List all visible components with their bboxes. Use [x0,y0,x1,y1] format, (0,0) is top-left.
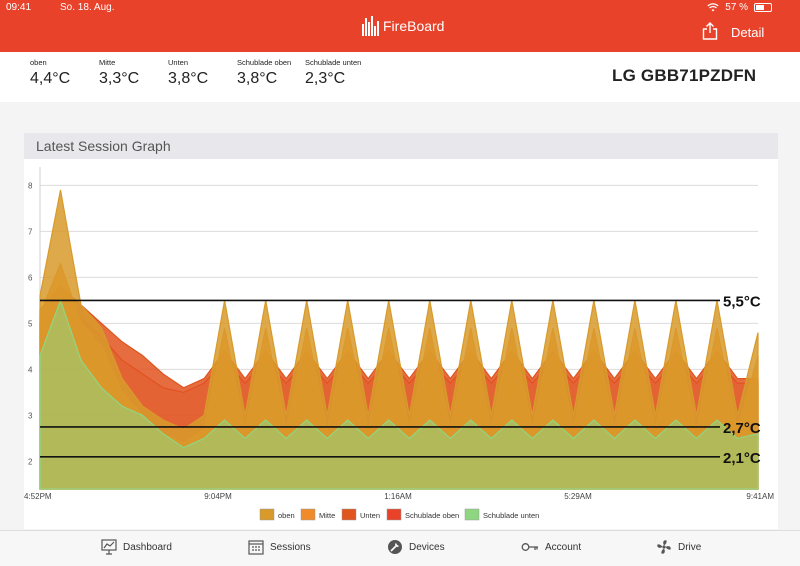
reference-label: 5,5°C [723,293,761,310]
legend-swatch [259,508,275,521]
tab-label: Dashboard [123,541,172,553]
probe-reading: Schublade oben 3,8°C [237,58,301,88]
status-indicators: 57 % [707,2,772,13]
tab-label: Drive [678,541,702,553]
session-graph: 2 3 4 5 6 7 8 5,5°C 2,7°C 2,1°C 4:52PM 9:04PM 1:16AM… [24,159,778,529]
tab-label: Sessions [270,541,311,553]
legend-label: Schublade oben [405,511,459,520]
graph-section-title: Latest Session Graph [24,133,778,159]
tab-devices[interactable]: Devices [387,539,445,555]
y-tick-label: 7 [28,227,33,236]
legend-swatch [341,508,357,521]
probe-reading: Unten 3,8°C [168,58,232,88]
brand-name: FireBoard [383,18,445,34]
probe-readings: oben 4,4°C Mitte 3,3°C Unten 3,8°C Schub… [0,52,800,102]
probe-value: 4,4°C [30,70,71,87]
probe-reading: Mitte 3,3°C [99,58,163,88]
dashboard-icon [101,539,117,555]
probe-name: oben [30,58,47,67]
probe-name: Unten [168,58,189,67]
x-tick-label: 9:04PM [204,492,232,501]
tab-sessions[interactable]: Sessions [248,539,311,555]
probe-value: 3,8°C [168,70,209,87]
detail-button[interactable]: Detail [731,25,765,40]
x-tick-label: 4:52PM [24,492,52,501]
fan-icon [657,540,671,554]
chart-canvas: 2 3 4 5 6 7 8 5,5°C 2,7°C 2,1°C 4:52PM 9:04PM 1:16AM… [24,167,774,521]
legend-swatch [464,508,480,521]
device-name: LG GBB71PZDFN [612,66,757,85]
y-tick-label: 8 [28,181,33,190]
tab-account[interactable]: Account [521,539,581,555]
y-tick-label: 4 [28,365,33,374]
reference-label: 2,7°C [723,420,761,437]
x-tick-label: 5:29AM [564,492,592,501]
y-tick-label: 2 [28,457,33,466]
y-tick-label: 5 [28,319,33,328]
wrench-icon [388,540,402,554]
legend-label: Mitte [319,511,335,520]
tab-dashboard[interactable]: Dashboard [101,539,172,555]
legend-swatch [386,508,402,521]
x-tick-label: 1:16AM [384,492,412,501]
fireboard-logo-icon [362,16,379,36]
probe-name: Schublade oben [237,58,292,67]
y-tick-label: 3 [28,411,33,420]
share-icon[interactable] [702,22,718,40]
legend-label: Schublade unten [483,511,539,520]
status-date: So. 18. Aug. [60,2,115,13]
probe-value: 3,3°C [99,70,140,87]
probe-value: 3,8°C [237,70,278,87]
y-tick-label: 6 [28,273,33,282]
tab-label: Devices [409,541,445,553]
probe-reading: Schublade unten 2,3°C [305,58,365,88]
series-area-0 [39,189,759,490]
x-tick-label: 9:41AM [746,492,774,501]
battery-percent: 57 % [725,2,748,13]
key-icon [521,543,538,551]
probe-name: Mitte [99,58,116,67]
reference-label: 2,1°C [723,450,761,467]
legend-swatch [300,508,316,521]
brand-logo: FireBoard [362,16,444,36]
tab-label: Account [545,541,582,553]
battery-icon [754,3,772,12]
tab-bar: Dashboard Sessions Devices Account D [0,530,800,566]
probe-reading: oben 4,4°C [30,58,94,88]
legend-label: Unten [360,511,380,520]
calendar-icon [248,540,264,555]
status-time: 09:41 [6,2,32,13]
wifi-icon [707,3,719,12]
probe-value: 2,3°C [305,70,346,87]
legend-label: oben [278,511,295,520]
header-bar: 09:41 So. 18. Aug. 57 % FireBoard Detail [0,0,800,52]
probe-name: Schublade unten [305,58,362,67]
tab-drive[interactable]: Drive [656,539,701,555]
